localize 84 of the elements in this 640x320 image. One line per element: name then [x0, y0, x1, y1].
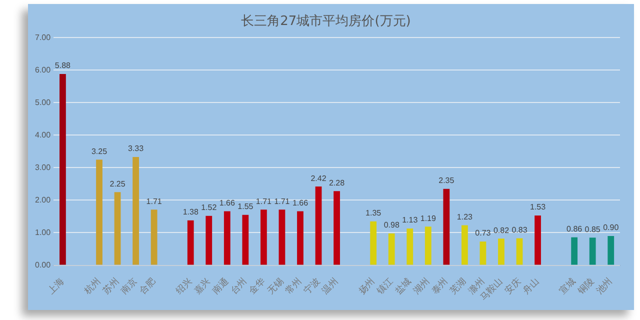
data-label: 1.53	[530, 202, 546, 212]
data-label: 1.23	[456, 212, 474, 222]
bar	[498, 238, 504, 265]
x-tick-label: 湖州	[411, 276, 432, 297]
data-label: 1.19	[420, 214, 436, 223]
data-label: 0.83	[512, 225, 528, 234]
bar	[571, 237, 578, 265]
bar	[424, 226, 432, 265]
data-label: 3.25	[91, 146, 108, 156]
data-label: 2.35	[438, 176, 455, 186]
x-tick-label: 台州	[228, 276, 250, 297]
data-label: 1.71	[256, 196, 272, 206]
data-label: 0.85	[584, 224, 601, 234]
y-tick-label: 7.00	[34, 32, 52, 42]
data-label: 0.86	[566, 224, 583, 234]
data-label: 2.28	[328, 178, 346, 188]
bar	[388, 233, 395, 265]
data-label: 2.42	[310, 174, 327, 183]
data-label: 1.66	[219, 198, 236, 208]
bar	[132, 156, 139, 265]
bar	[516, 238, 523, 265]
x-tick-label: 南京	[119, 276, 140, 297]
bar	[242, 214, 249, 265]
data-label: 1.35	[366, 208, 382, 218]
x-tick-label: 温州	[320, 276, 341, 297]
y-tick-label: 0.00	[34, 260, 52, 270]
data-label: 1.55	[238, 202, 254, 212]
data-label: 0.98	[384, 220, 400, 230]
bar	[315, 186, 322, 265]
x-tick-label: 苏州	[100, 276, 122, 297]
bar	[534, 216, 541, 265]
data-label: 1.66	[292, 198, 309, 208]
y-tick-label: 3.00	[34, 162, 52, 172]
data-label: 1.71	[274, 196, 290, 206]
data-label: 3.33	[128, 144, 144, 154]
x-tick-label: 无锡	[265, 276, 286, 297]
x-tick-label: 舟山	[521, 276, 542, 297]
data-label: 2.25	[110, 179, 126, 188]
data-label: 1.71	[146, 196, 162, 206]
x-tick-label: 盐城	[393, 276, 414, 297]
data-label: 5.88	[54, 61, 72, 70]
x-tick-label: 宁波	[302, 276, 322, 297]
bar	[297, 211, 304, 265]
x-tick-label: 绍兴	[174, 276, 194, 297]
bar	[260, 210, 267, 265]
data-label: 1.38	[182, 208, 199, 217]
y-tick-label: 1.00	[34, 228, 52, 237]
bar	[443, 188, 450, 265]
bar	[480, 242, 486, 265]
x-tick-label: 安庆	[502, 276, 524, 297]
bar	[60, 74, 66, 265]
bar	[278, 210, 286, 265]
bar	[150, 210, 158, 265]
x-tick-label: 合肥	[137, 276, 158, 297]
data-label: 0.90	[603, 223, 620, 232]
bar	[334, 191, 340, 265]
bar	[187, 220, 194, 265]
bar	[608, 236, 614, 265]
bar	[406, 228, 414, 265]
x-tick-label: 池州	[594, 276, 615, 297]
bar	[96, 160, 102, 265]
y-tick-label: 4.00	[34, 130, 52, 140]
data-label: 0.82	[493, 226, 510, 235]
bar	[370, 221, 377, 265]
x-tick-label: 上海	[46, 276, 66, 297]
bar	[114, 192, 121, 265]
x-tick-label: 金华	[246, 276, 268, 297]
y-tick-label: 6.00	[34, 65, 52, 74]
bar	[206, 216, 212, 265]
x-tick-label: 常州	[284, 276, 304, 297]
data-label: 0.73	[475, 228, 492, 238]
y-tick-label: 5.00	[34, 98, 52, 107]
y-tick-label: 2.00	[34, 195, 52, 204]
bar	[461, 225, 468, 265]
bar	[224, 211, 230, 265]
x-tick-label: 芜湖	[448, 276, 468, 297]
x-tick-label: 杭州	[82, 276, 104, 298]
data-label: 1.13	[402, 216, 418, 225]
data-label: 1.52	[201, 203, 218, 212]
x-tick-label: 南通	[210, 276, 231, 297]
bar	[589, 238, 596, 265]
x-tick-label: 泰州	[430, 276, 450, 297]
x-tick-label: 嘉兴	[192, 276, 213, 297]
chart-title: 长三角27城市平均房价(万元)	[241, 13, 411, 30]
